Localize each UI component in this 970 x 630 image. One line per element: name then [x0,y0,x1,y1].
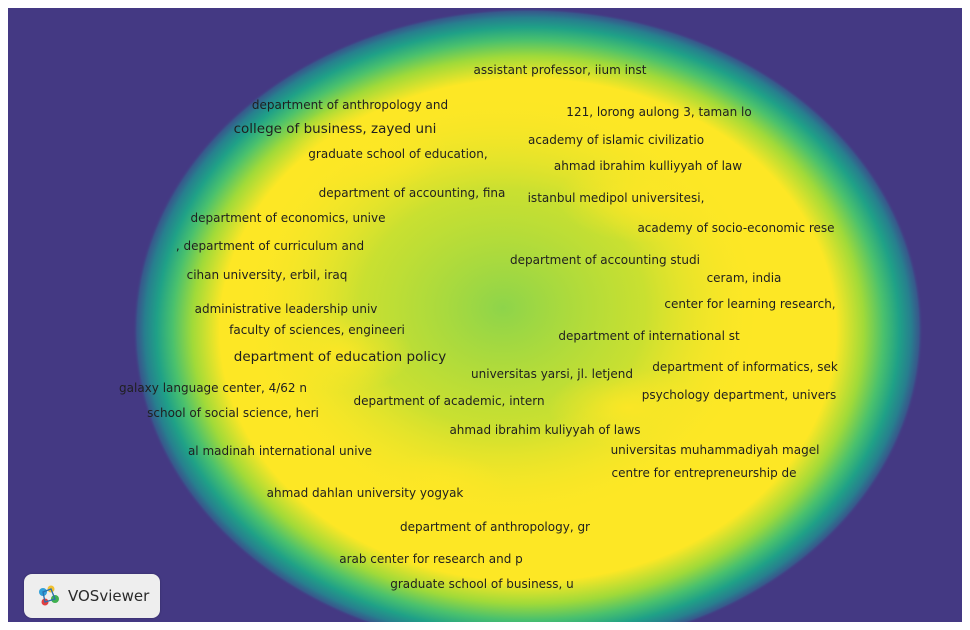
node-label[interactable]: department of international st [558,329,740,343]
node-label[interactable]: psychology department, univers [641,388,837,402]
node-label[interactable]: galaxy language center, 4/62 n [119,381,307,395]
density-spot [263,313,413,393]
node-label[interactable]: arab center for research and p [339,552,523,566]
node-label[interactable]: department of anthropology and [251,98,449,112]
node-label[interactable]: ahmad ibrahim kuliyyah of laws [449,423,641,437]
node-label[interactable]: graduate school of business, u [390,577,574,591]
node-label[interactable]: assistant professor, iium inst [473,63,647,77]
node-label[interactable]: universitas muhammadiyah magel [610,443,820,457]
density-spot [368,453,508,523]
node-label[interactable]: centre for entrepreneurship de [611,466,797,480]
node-label[interactable]: istanbul medipol universitesi, [527,191,705,205]
node-label[interactable]: college of business, zayed uni [233,121,437,137]
density-map[interactable] [8,8,962,622]
node-label[interactable]: universitas yarsi, jl. letjend [471,367,633,381]
density-map-canvas[interactable]: assistant professor, iium inst departmen… [8,8,962,622]
node-label[interactable]: al madinah international unive [187,444,373,458]
node-label[interactable]: ahmad ibrahim kulliyyah of law [553,159,743,173]
node-label[interactable]: ahmad dahlan university yogyak [266,486,464,500]
node-label[interactable]: department of accounting, fina [318,186,506,200]
density-spot [288,103,448,193]
density-spot [558,153,738,243]
node-label[interactable]: department of education policy [233,349,447,365]
node-label[interactable]: department of informatics, sek [652,360,838,374]
node-label[interactable]: department of academic, intern [353,394,545,408]
node-label[interactable]: , department of curriculum and [175,239,365,253]
density-spot [548,368,708,448]
node-label[interactable]: administrative leadership univ [194,302,378,316]
node-label[interactable]: faculty of sciences, engineeri [229,323,405,337]
node-label[interactable]: department of anthropology, gr [399,520,591,534]
node-label[interactable]: department of accounting studi [510,253,700,267]
node-label[interactable]: ceram, india [706,271,782,285]
node-label[interactable]: academy of islamic civilizatio [527,133,705,147]
node-label[interactable]: department of economics, unive [190,211,386,225]
node-label[interactable]: academy of socio-economic rese [637,221,835,235]
node-label[interactable]: center for learning research, [664,297,836,311]
vosviewer-badge[interactable]: VOSviewer [24,574,160,618]
vosviewer-logo-text: VOSviewer [68,587,150,605]
node-label[interactable]: school of social science, heri [147,406,319,420]
node-label[interactable]: cihan university, erbil, iraq [186,268,348,282]
node-label[interactable]: graduate school of education, [308,147,488,161]
vosviewer-logo-icon [39,585,59,606]
node-label[interactable]: 121, lorong aulong 3, taman lo [566,105,752,119]
